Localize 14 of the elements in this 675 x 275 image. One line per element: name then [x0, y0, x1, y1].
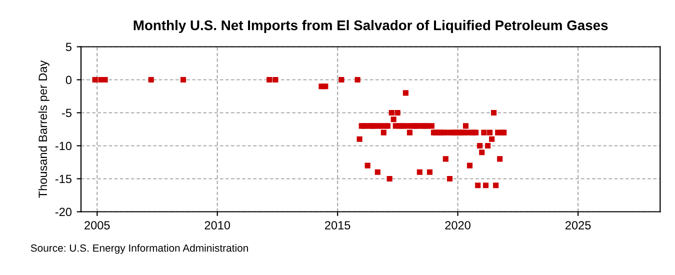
source-note: Source: U.S. Energy Information Administration — [30, 244, 248, 254]
x-tick-label: 2005 — [84, 221, 110, 230]
y-tick-label: -10 — [55, 142, 72, 150]
x-tick-label: 2010 — [204, 221, 230, 230]
y-axis-title: Thousand Barrels per Day — [38, 60, 50, 198]
y-tick-label: 5 — [66, 42, 72, 52]
y-tick-label: -5 — [62, 108, 72, 118]
x-tick-label: 2015 — [325, 221, 350, 230]
y-tick-label: 0 — [66, 76, 72, 84]
x-tick-label: 2020 — [445, 221, 470, 230]
y-tick-label: -15 — [55, 174, 72, 184]
x-tick-label: 2025 — [566, 221, 591, 230]
y-tick-label: -20 — [55, 208, 72, 216]
chart-title: Monthly U.S. Net Imports from El Salvador of Liquified Petroleum Gases — [134, 20, 608, 33]
